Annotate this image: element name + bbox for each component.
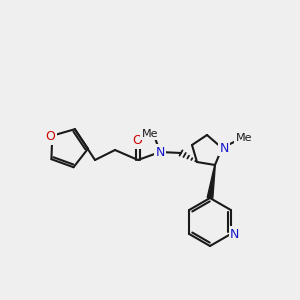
Text: O: O (132, 134, 142, 148)
Text: N: N (219, 142, 229, 154)
Text: Me: Me (236, 133, 252, 143)
Text: N: N (230, 227, 239, 241)
Text: O: O (45, 130, 55, 143)
Text: Me: Me (142, 129, 158, 139)
Text: N: N (155, 146, 165, 158)
Polygon shape (207, 165, 215, 198)
